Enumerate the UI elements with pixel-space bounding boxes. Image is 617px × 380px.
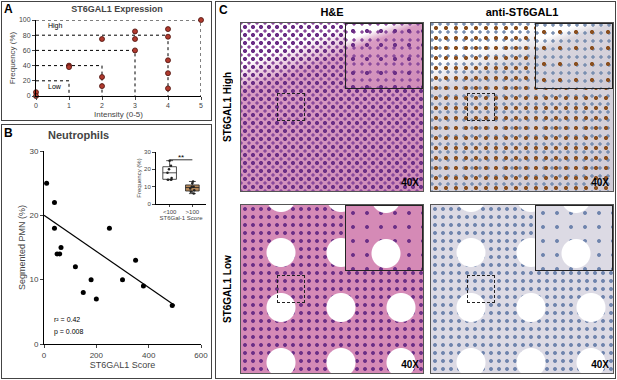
html-text:ST6GAL1 High: ST6GAL1 High (222, 72, 233, 142)
svg-text:2: 2 (100, 102, 104, 109)
svg-text:600: 600 (194, 351, 208, 360)
svg-text:30: 30 (144, 149, 151, 155)
svg-text:60: 60 (23, 47, 31, 54)
html-text:40X: 40X (591, 177, 609, 188)
svg-text:Intensity (0-5): Intensity (0-5) (94, 110, 143, 119)
html-text:A: A (4, 2, 13, 16)
svg-text:**: ** (178, 153, 184, 162)
svg-text:0: 0 (42, 351, 47, 360)
svg-text:0: 0 (34, 340, 39, 349)
html-text:40X: 40X (401, 177, 419, 188)
svg-text:0: 0 (27, 92, 31, 99)
html-text:40X: 40X (591, 359, 609, 370)
svg-text:4: 4 (166, 102, 170, 109)
svg-text:0: 0 (34, 102, 38, 109)
svg-text:40: 40 (23, 62, 31, 69)
svg-text:0: 0 (147, 201, 151, 207)
svg-text:30: 30 (29, 147, 38, 156)
svg-text:100: 100 (19, 16, 31, 23)
svg-text:20: 20 (29, 211, 38, 220)
svg-text:High: High (48, 22, 63, 30)
svg-text:20: 20 (23, 77, 31, 84)
svg-text:Segmented PMN (%): Segmented PMN (%) (17, 205, 27, 290)
svg-text:ST6GAL1 Expression: ST6GAL1 Expression (71, 4, 163, 14)
svg-text:1: 1 (67, 102, 71, 109)
svg-text:10: 10 (144, 184, 151, 190)
svg-text:10: 10 (29, 275, 38, 284)
html-text:ST6GAL1 Low: ST6GAL1 Low (222, 255, 233, 323)
svg-text:ST6GAL1 Score: ST6GAL1 Score (90, 360, 156, 370)
svg-text:Neutrophils: Neutrophils (48, 129, 109, 141)
svg-text:r² = 0.42: r² = 0.42 (54, 316, 80, 323)
svg-text:>100: >100 (186, 209, 200, 215)
svg-text:<100: <100 (163, 209, 177, 215)
html-text:C: C (219, 3, 228, 17)
html-text:B: B (4, 126, 13, 140)
html-text:40X: 40X (401, 359, 419, 370)
html-text:anti-ST6GAL1: anti-ST6GAL1 (485, 6, 559, 18)
svg-text:20: 20 (144, 166, 151, 172)
svg-text:ST6Gal-1 Score: ST6Gal-1 Score (159, 215, 203, 221)
svg-text:400: 400 (142, 351, 156, 360)
html-text:H&E: H&E (320, 6, 344, 18)
svg-text:p = 0.008: p = 0.008 (54, 328, 83, 336)
svg-text:80: 80 (23, 32, 31, 39)
svg-text:Frequency (%): Frequency (%) (8, 31, 17, 84)
svg-text:3: 3 (133, 102, 137, 109)
svg-text:200: 200 (90, 351, 104, 360)
svg-text:Frequency (%): Frequency (%) (136, 158, 142, 197)
svg-text:5: 5 (199, 102, 203, 109)
svg-text:Low: Low (48, 83, 62, 90)
